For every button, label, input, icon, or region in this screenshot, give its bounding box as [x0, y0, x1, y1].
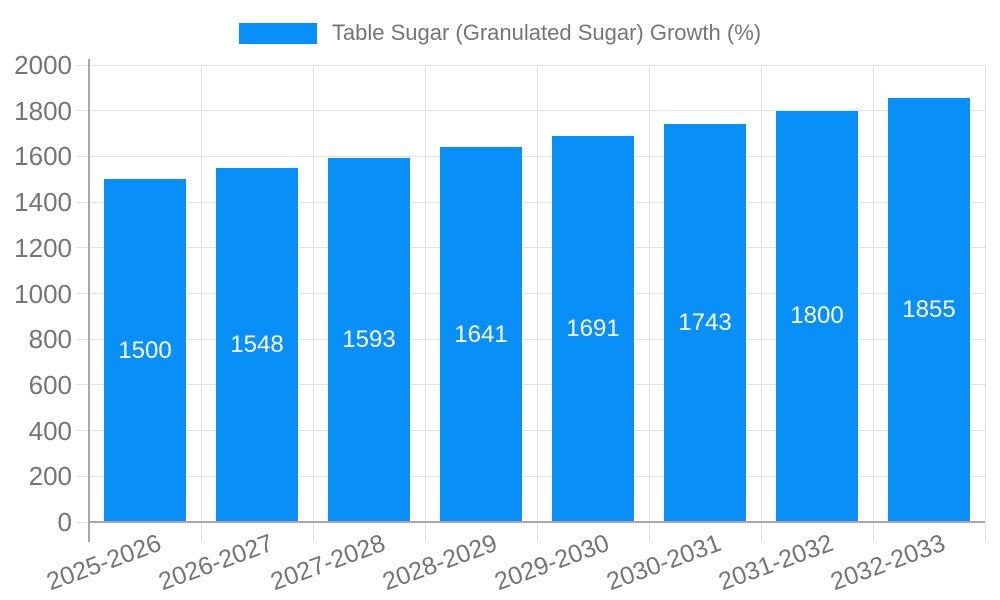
y-tick-label: 1000 — [14, 278, 72, 309]
y-tick-mark — [76, 338, 89, 340]
y-tick-label: 400 — [28, 415, 72, 446]
legend-label: Table Sugar (Granulated Sugar) Growth (%… — [331, 20, 762, 45]
bar[interactable] — [664, 123, 746, 522]
x-tick-mark — [760, 522, 762, 542]
y-tick-label: 200 — [28, 461, 72, 492]
x-gridline — [984, 65, 986, 522]
y-tick-label: 1200 — [14, 232, 72, 263]
y-tick-label: 2000 — [14, 50, 72, 80]
y-tick-mark — [76, 247, 89, 249]
bar[interactable] — [552, 135, 634, 522]
y-tick-mark — [76, 475, 89, 477]
y-tick-mark — [76, 64, 89, 66]
x-tick-mark — [984, 522, 986, 542]
y-tick-mark — [76, 155, 89, 157]
bar-value-label: 1691 — [566, 314, 620, 342]
x-tick-mark — [312, 522, 314, 542]
legend-swatch — [238, 22, 317, 44]
x-gridline — [872, 65, 874, 522]
y-tick-mark — [76, 384, 89, 386]
y-tick-label: 600 — [28, 369, 72, 400]
bar[interactable] — [104, 179, 186, 522]
bar[interactable] — [328, 157, 410, 522]
x-tick-mark — [424, 522, 426, 542]
x-gridline — [424, 65, 426, 522]
bar[interactable] — [888, 98, 970, 522]
y-tick-label: 0 — [57, 507, 72, 537]
bar-value-label: 1500 — [118, 336, 172, 364]
bar-value-label: 1548 — [230, 331, 284, 359]
x-tick-mark — [200, 522, 202, 542]
y-axis-line — [88, 59, 90, 542]
y-tick-mark — [76, 521, 89, 523]
bar[interactable] — [216, 168, 298, 522]
y-tick-mark — [76, 110, 89, 112]
y-tick-mark — [76, 293, 89, 294]
bar-value-label: 1855 — [902, 296, 956, 324]
x-gridline — [536, 65, 538, 522]
x-gridline — [200, 65, 202, 522]
y-tick-label: 1400 — [14, 187, 72, 218]
y-tick-label: 1600 — [14, 141, 72, 172]
x-tick-mark — [872, 522, 874, 542]
bar[interactable] — [776, 110, 858, 522]
bar[interactable] — [440, 147, 522, 522]
x-gridline — [760, 65, 762, 522]
x-gridline — [312, 65, 314, 522]
bar-value-label: 1593 — [342, 325, 396, 353]
chart-legend[interactable]: Table Sugar (Granulated Sugar) Growth (%… — [0, 18, 1000, 48]
x-gridline — [648, 65, 650, 522]
bar-value-label: 1743 — [678, 308, 732, 336]
y-tick-label: 1800 — [14, 95, 72, 126]
y-tick-mark — [76, 201, 89, 203]
x-axis-line — [89, 521, 985, 523]
y-tick-label: 800 — [28, 324, 72, 355]
x-tick-mark — [536, 522, 538, 542]
y-tick-mark — [76, 430, 89, 432]
bar-value-label: 1641 — [454, 320, 508, 348]
x-tick-mark — [648, 522, 650, 542]
bar-value-label: 1800 — [790, 302, 844, 330]
